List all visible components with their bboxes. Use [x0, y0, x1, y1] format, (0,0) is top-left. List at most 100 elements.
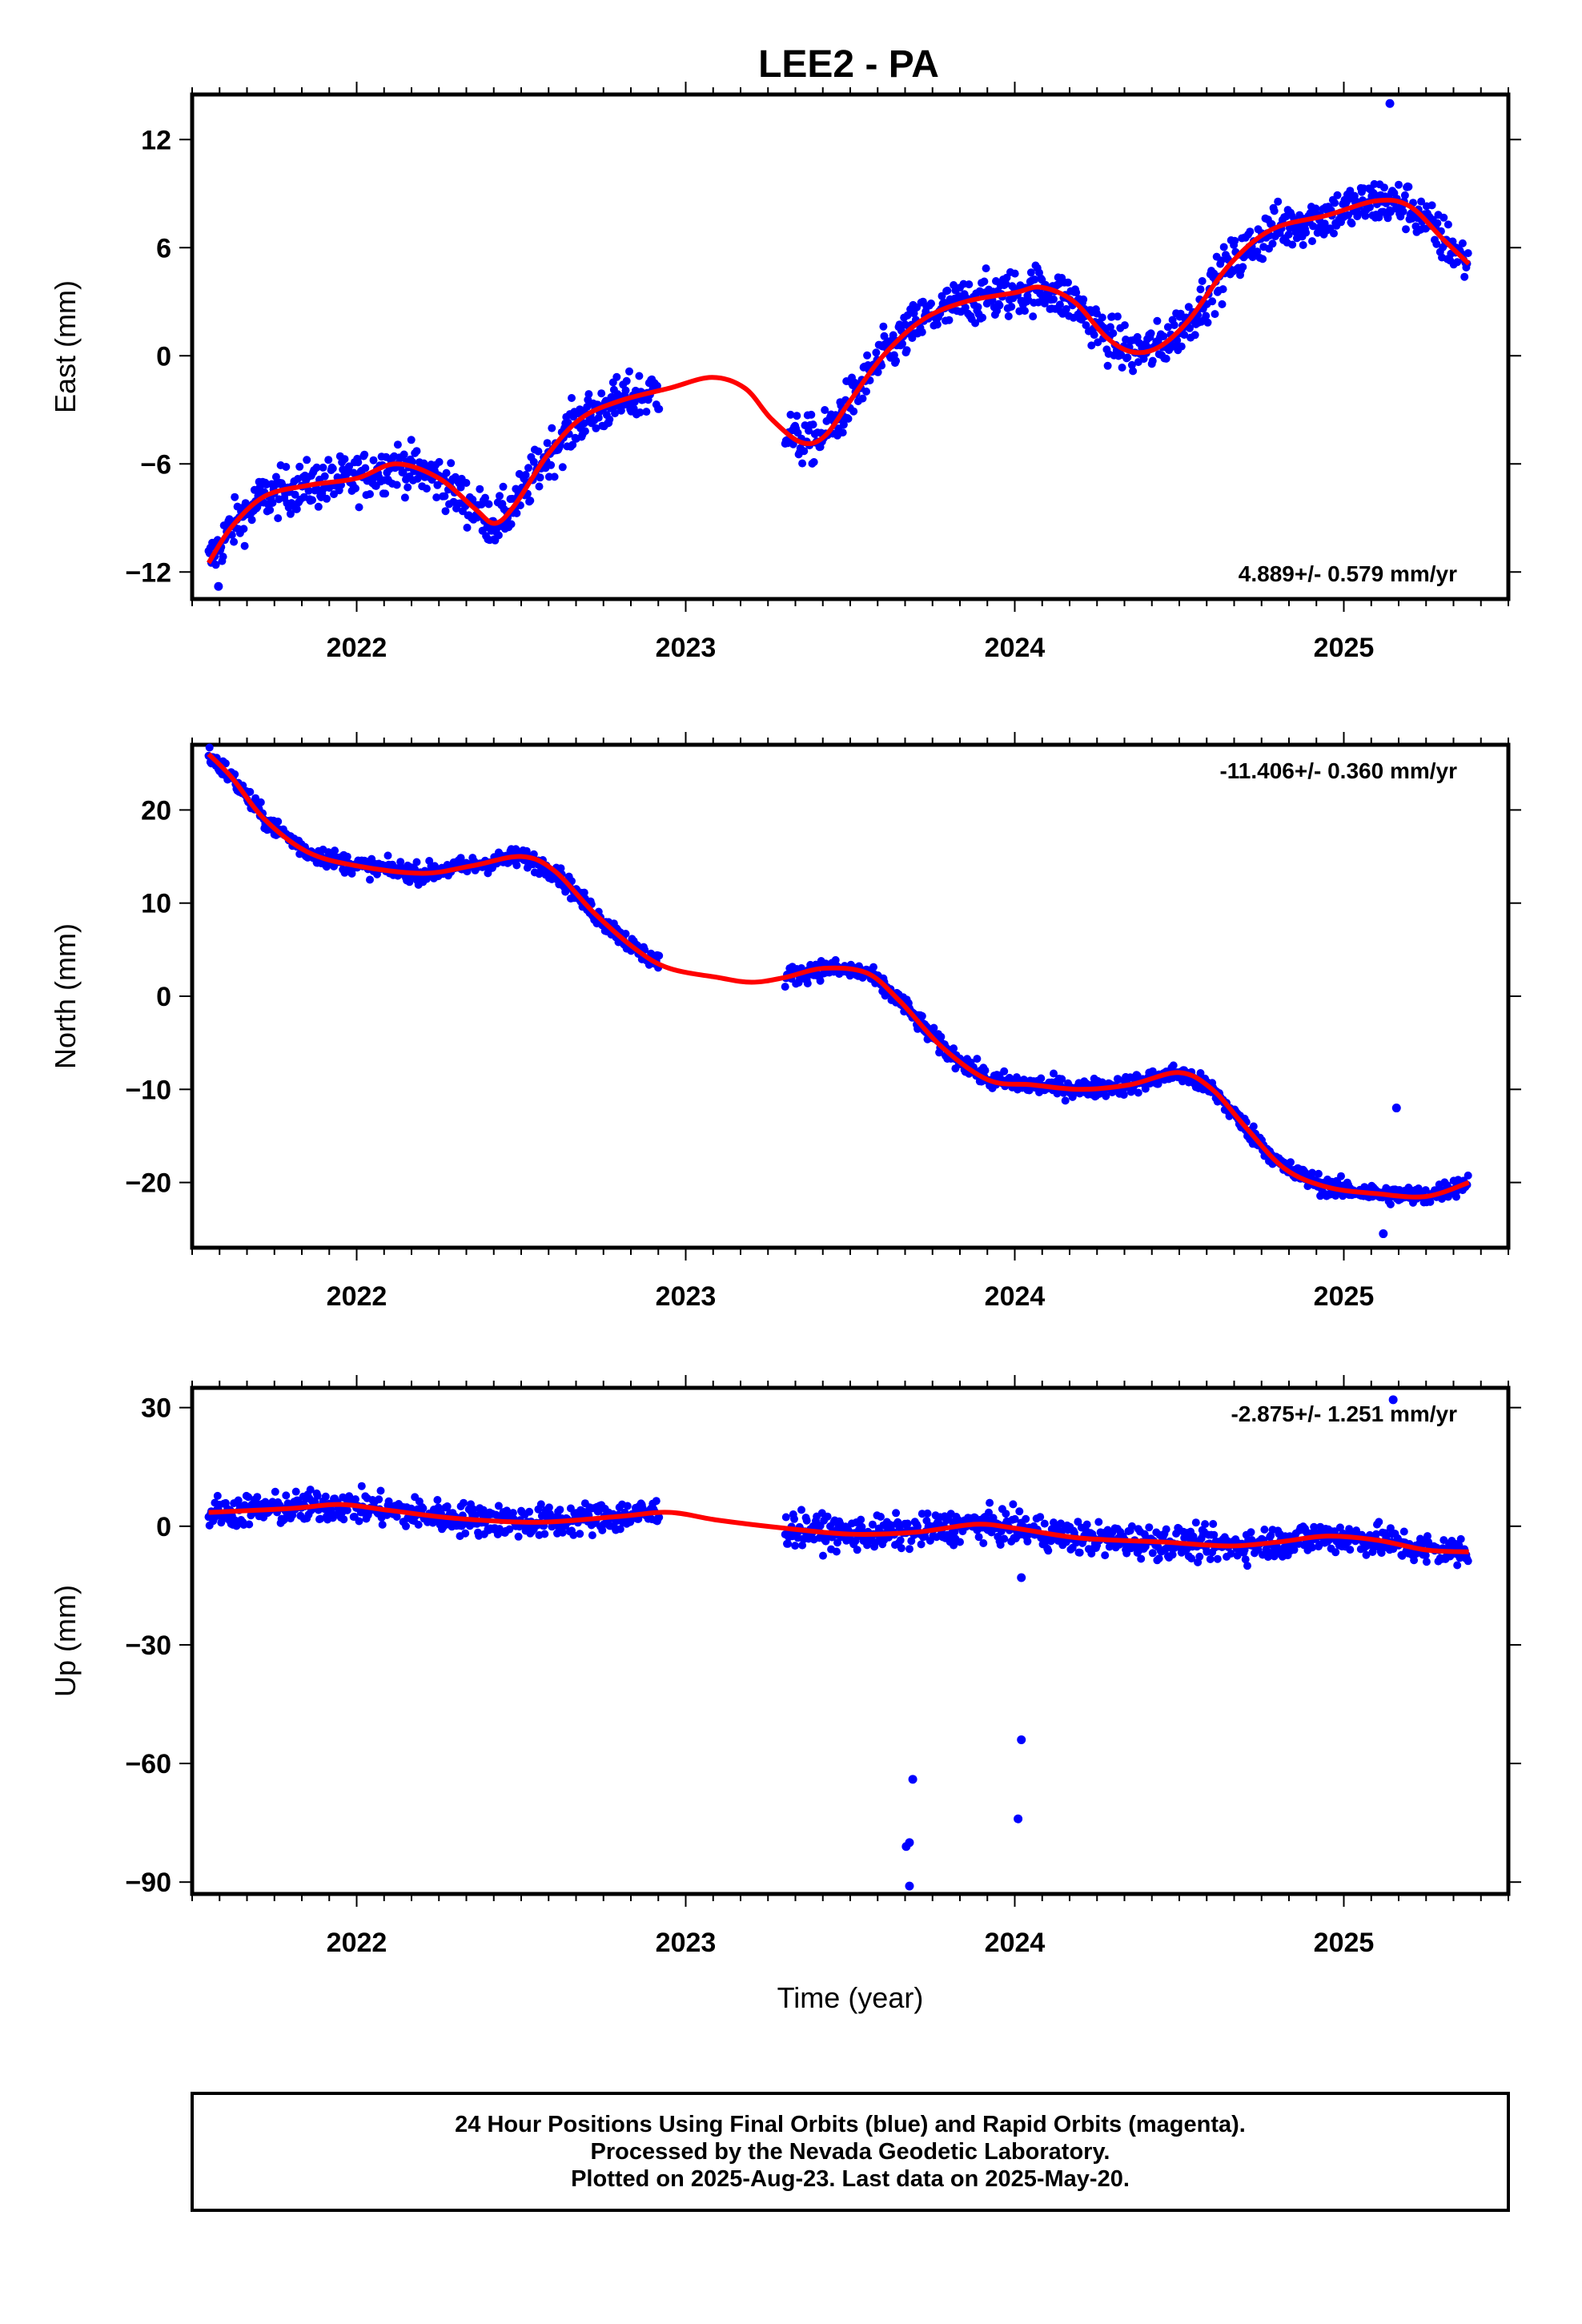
data-point [303, 456, 311, 464]
data-point [355, 1517, 363, 1526]
data-point [1004, 312, 1013, 320]
data-point [231, 493, 239, 501]
data-point [1287, 1158, 1295, 1167]
data-point [1040, 1519, 1049, 1528]
data-point [844, 414, 853, 423]
data-point [616, 1525, 624, 1534]
data-point [383, 851, 392, 860]
data-point [568, 394, 576, 402]
data-point [896, 1536, 905, 1545]
data-point [524, 464, 532, 472]
data-point [1386, 1200, 1395, 1208]
data-point [508, 1509, 517, 1518]
data-point [393, 440, 402, 449]
outlier-point [901, 1842, 911, 1852]
data-point [402, 1522, 410, 1530]
data-point [816, 976, 825, 985]
y-tick-label: 30 [141, 1393, 171, 1424]
data-point [1075, 1548, 1084, 1557]
data-point [781, 1513, 790, 1522]
data-point [340, 455, 349, 464]
data-point [1361, 211, 1370, 220]
data-point [1168, 1550, 1177, 1559]
data-point [1153, 316, 1162, 325]
data-point [400, 450, 408, 459]
data-point [1106, 323, 1114, 332]
data-point [469, 1505, 478, 1514]
data-point [1058, 1075, 1066, 1084]
data-point [1129, 367, 1138, 376]
data-point [282, 1491, 291, 1500]
data-point [611, 409, 619, 418]
data-point [1021, 307, 1029, 316]
data-point [642, 408, 651, 416]
data-point [404, 483, 412, 492]
data-point [655, 1513, 664, 1522]
data-point [1201, 1520, 1210, 1529]
caption-box: 24 Hour Positions Using Final Orbits (bl… [191, 2092, 1510, 2212]
data-point [1274, 197, 1283, 206]
data-point [512, 861, 521, 870]
data-point [1162, 354, 1170, 363]
data-point [505, 1525, 514, 1534]
data-point [1169, 1061, 1178, 1070]
data-point [234, 1496, 243, 1505]
data-point [791, 1542, 800, 1550]
data-point [1383, 214, 1392, 223]
data-point [569, 1530, 578, 1539]
data-point [1302, 228, 1311, 237]
data-point [798, 1541, 807, 1550]
data-point [526, 497, 535, 505]
data-point [1184, 303, 1193, 312]
data-point [950, 1541, 958, 1550]
data-point [1120, 321, 1129, 330]
data-point [1170, 321, 1178, 329]
data-point [295, 462, 304, 471]
data-point [360, 450, 369, 459]
data-point [246, 787, 255, 796]
data-point [898, 340, 906, 348]
data-point [1308, 237, 1316, 246]
data-point [1007, 303, 1016, 311]
data-point [625, 367, 633, 376]
fit-curve-up [208, 1502, 1469, 1554]
data-point [268, 499, 277, 507]
data-point [1253, 247, 1262, 256]
data-point [1064, 278, 1072, 287]
data-point [996, 1541, 1005, 1549]
data-point [319, 463, 327, 472]
data-point [1098, 313, 1106, 322]
data-point [974, 303, 982, 312]
data-point [1375, 1518, 1383, 1526]
data-point [1219, 243, 1228, 251]
data-point [821, 406, 829, 414]
data-point [462, 479, 471, 487]
data-point [1206, 1555, 1215, 1563]
data-point [1410, 1556, 1419, 1565]
caption-line-1: 24 Hour Positions Using Final Orbits (bl… [455, 2112, 1246, 2137]
data-point [274, 514, 283, 523]
data-point [213, 1491, 222, 1500]
data-point [612, 372, 621, 381]
data-point [1231, 236, 1239, 245]
data-point [407, 436, 416, 444]
data-point [405, 878, 414, 887]
data-point [623, 1502, 632, 1510]
data-point [291, 1487, 300, 1496]
data-point [461, 1529, 470, 1538]
data-point [433, 1496, 442, 1504]
data-point [343, 852, 351, 861]
data-point [543, 439, 552, 448]
data-point [1000, 1534, 1009, 1543]
data-point [786, 410, 795, 419]
data-point [1195, 1552, 1204, 1561]
data-point [323, 494, 331, 503]
data-point [245, 1520, 254, 1529]
y-tick-label: −60 [125, 1749, 171, 1779]
data-point [986, 1498, 994, 1507]
data-point [1284, 230, 1293, 239]
data-point [432, 493, 441, 502]
data-point [435, 457, 444, 466]
data-point [1177, 342, 1186, 351]
data-point [903, 1519, 912, 1528]
